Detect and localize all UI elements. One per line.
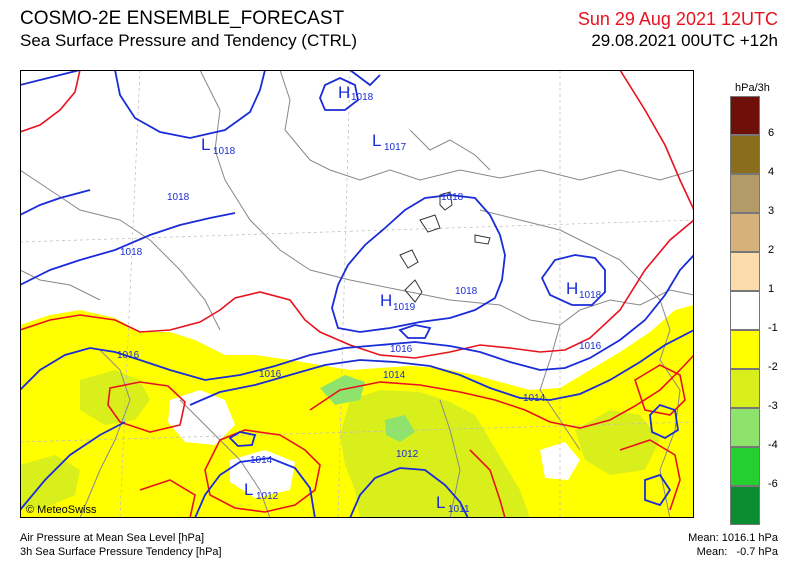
country-borders (20, 70, 694, 518)
isobar-label: 1018 (120, 247, 143, 258)
pressure-center-value: 1018 (579, 290, 602, 301)
legend-label: -3 (768, 400, 778, 412)
legend-label: -2 (768, 361, 778, 373)
pressure-center-value: 1018 (213, 146, 236, 157)
run-time: 29.08.2021 00UTC +12h (591, 31, 778, 50)
graticule (20, 70, 694, 518)
pressure-center-low: L 1017 (372, 131, 407, 153)
copyright-text: © MeteoSwiss (26, 504, 97, 516)
header-right: Sun 29 Aug 2021 12UTC 29.08.2021 00UTC +… (578, 8, 778, 52)
legend-color-box (730, 252, 760, 291)
isobar-label: 1018 (167, 192, 190, 203)
tendency-area-lime (575, 410, 660, 475)
legend-label: 1 (768, 283, 775, 295)
pressure-center-value: 1019 (393, 302, 416, 313)
footer-left: Air Pressure at Mean Sea Level [hPa] 3h … (20, 531, 222, 559)
pressure-center-high: H 1018 (338, 83, 374, 103)
isobar-label-group: 1018 1018 1018 1018 1016 1016 1016 1016 … (117, 192, 602, 466)
legend-label: 6 (768, 127, 775, 139)
legend-color-box (730, 330, 760, 369)
pressure-center-group: H 1018 L 1018 L 1017 H 1019 H 1018 L 101… (201, 83, 602, 515)
isobar-label: 1012 (396, 449, 419, 460)
pressure-center-letter: L (436, 493, 445, 512)
footer-pressure-mean: Mean: 1016.1 hPa (688, 532, 778, 544)
tendency-area-lime (20, 455, 80, 510)
isobar-label: 1014 (383, 370, 406, 381)
isobar-label: 1016 (579, 341, 602, 352)
footer-tendency-mean: Mean: -0.7 hPa (696, 546, 778, 558)
legend-color-box (730, 447, 760, 486)
chart-subtitle: Sea Surface Pressure and Tendency (CTRL) (20, 31, 358, 50)
pressure-center-letter: H (338, 83, 350, 102)
isobars-blue (20, 70, 694, 518)
footer-tendency-label: 3h Sea Surface Pressure Tendency [hPa] (20, 546, 222, 558)
footer-pressure-label: Air Pressure at Mean Sea Level [hPa] (20, 532, 205, 544)
isobar-label: 1016 (259, 369, 282, 380)
pressure-center-letter: H (380, 291, 392, 310)
isobar-label: 1018 (455, 286, 478, 297)
chart-title: COSMO-2E ENSEMBLE_FORECAST (20, 8, 345, 29)
lakes (399, 191, 491, 303)
legend-color-box (730, 96, 760, 135)
pressure-center-low: L 1018 (201, 135, 236, 157)
legend-color-box (730, 369, 760, 408)
pressure-center-value: 1011 (448, 504, 470, 515)
isobar-label: 1016 (117, 350, 140, 361)
legend-label: 3 (768, 205, 775, 217)
legend-color-box (730, 135, 760, 174)
pressure-center-high: H 1019 (380, 291, 416, 313)
pressure-center-value: 1012 (256, 491, 279, 502)
footer-right: Mean: 1016.1 hPa Mean: -0.7 hPa (688, 531, 778, 559)
legend-label: -1 (768, 322, 778, 334)
header-left: COSMO-2E ENSEMBLE_FORECAST Sea Surface P… (20, 8, 357, 52)
pressure-center-value: 1018 (351, 92, 374, 103)
valid-time: Sun 29 Aug 2021 12UTC (577, 9, 778, 29)
legend-label: 4 (768, 166, 775, 178)
legend-color-box (730, 486, 760, 525)
isobar-label: 1014 (250, 455, 273, 466)
legend-label: 2 (768, 244, 775, 256)
pressure-center-letter: L (372, 131, 381, 150)
legend-color-box (730, 291, 760, 330)
forecast-map: 1018 1018 1018 1018 1016 1016 1016 1016 … (20, 70, 694, 518)
legend-label: -6 (768, 478, 778, 490)
tendency-contours-red (20, 70, 694, 518)
pressure-center-letter: L (244, 480, 253, 499)
pressure-center-low: L 1011 (436, 493, 470, 515)
legend-color-box (730, 174, 760, 213)
legend-title: hPa/3h (735, 82, 770, 94)
isobar-label: 1014 (523, 393, 546, 404)
tendency-area-green (385, 415, 415, 442)
isobar-label: 1018 (441, 192, 464, 203)
legend-color-box (730, 213, 760, 252)
legend-color-box (730, 408, 760, 447)
pressure-center-value: 1017 (384, 142, 407, 153)
pressure-center-letter: H (566, 279, 578, 298)
pressure-center-high: H 1018 (566, 279, 602, 301)
pressure-center-letter: L (201, 135, 210, 154)
isobar-label: 1016 (390, 344, 413, 355)
legend-label: -4 (768, 439, 778, 451)
pressure-center-low: L 1012 (244, 480, 279, 502)
map-frame (20, 70, 694, 518)
